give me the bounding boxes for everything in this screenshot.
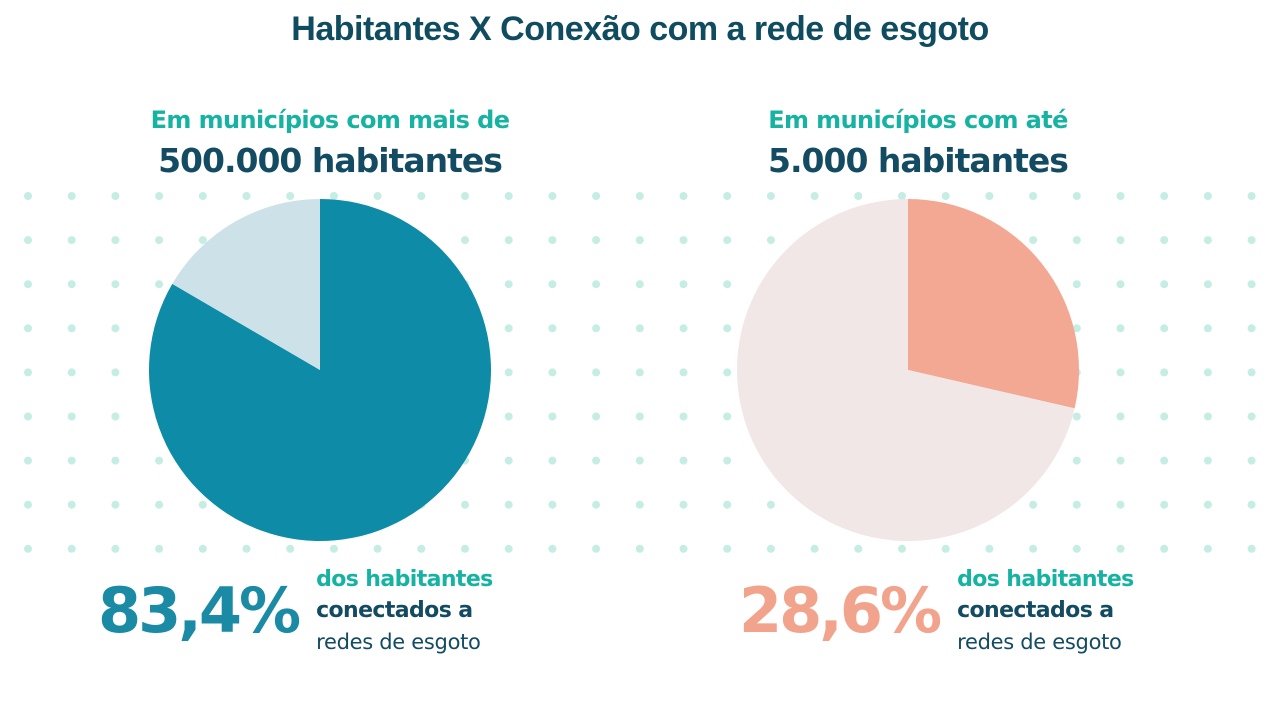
right-subtitle: Em municípios com até <box>768 106 1068 134</box>
left-desc-line1: dos habitantes <box>316 567 493 592</box>
right-desc-line3: redes de esgoto <box>957 630 1122 654</box>
right-percent-value: 28,6% <box>739 574 942 647</box>
right-heading: 5.000 habitantes <box>768 141 1069 180</box>
right-panel-header: Em municípios com até 5.000 habitantes <box>668 102 1168 184</box>
left-panel-header: Em municípios com mais de 500.000 habita… <box>80 102 580 184</box>
pie-chart-large-municipalities <box>149 199 492 541</box>
pie-chart-small-municipalities <box>736 199 1079 541</box>
chart-title: Habitantes X Conexão com a rede de esgot… <box>291 10 989 48</box>
left-subtitle: Em municípios com mais de <box>150 106 510 134</box>
left-stat-description: dos habitantes conectados a redes de esg… <box>316 565 493 657</box>
left-desc-line3: redes de esgoto <box>316 630 481 654</box>
pie-slice-connected <box>908 199 1079 409</box>
left-desc-line2: conectados a <box>316 598 473 623</box>
right-desc-line1: dos habitantes <box>957 567 1134 592</box>
left-stat: 83,4% dos habitantes conectados a redes … <box>98 565 493 657</box>
pie-slice-not-connected <box>172 199 320 370</box>
left-percent-value: 83,4% <box>98 574 301 647</box>
pie-slice-connected <box>149 199 492 541</box>
right-desc-line2: conectados a <box>957 598 1114 623</box>
pie-slice-not-connected <box>736 199 1075 541</box>
right-stat: 28,6% dos habitantes conectados a redes … <box>739 565 1134 657</box>
left-heading: 500.000 habitantes <box>158 141 503 180</box>
right-stat-description: dos habitantes conectados a redes de esg… <box>957 565 1134 657</box>
